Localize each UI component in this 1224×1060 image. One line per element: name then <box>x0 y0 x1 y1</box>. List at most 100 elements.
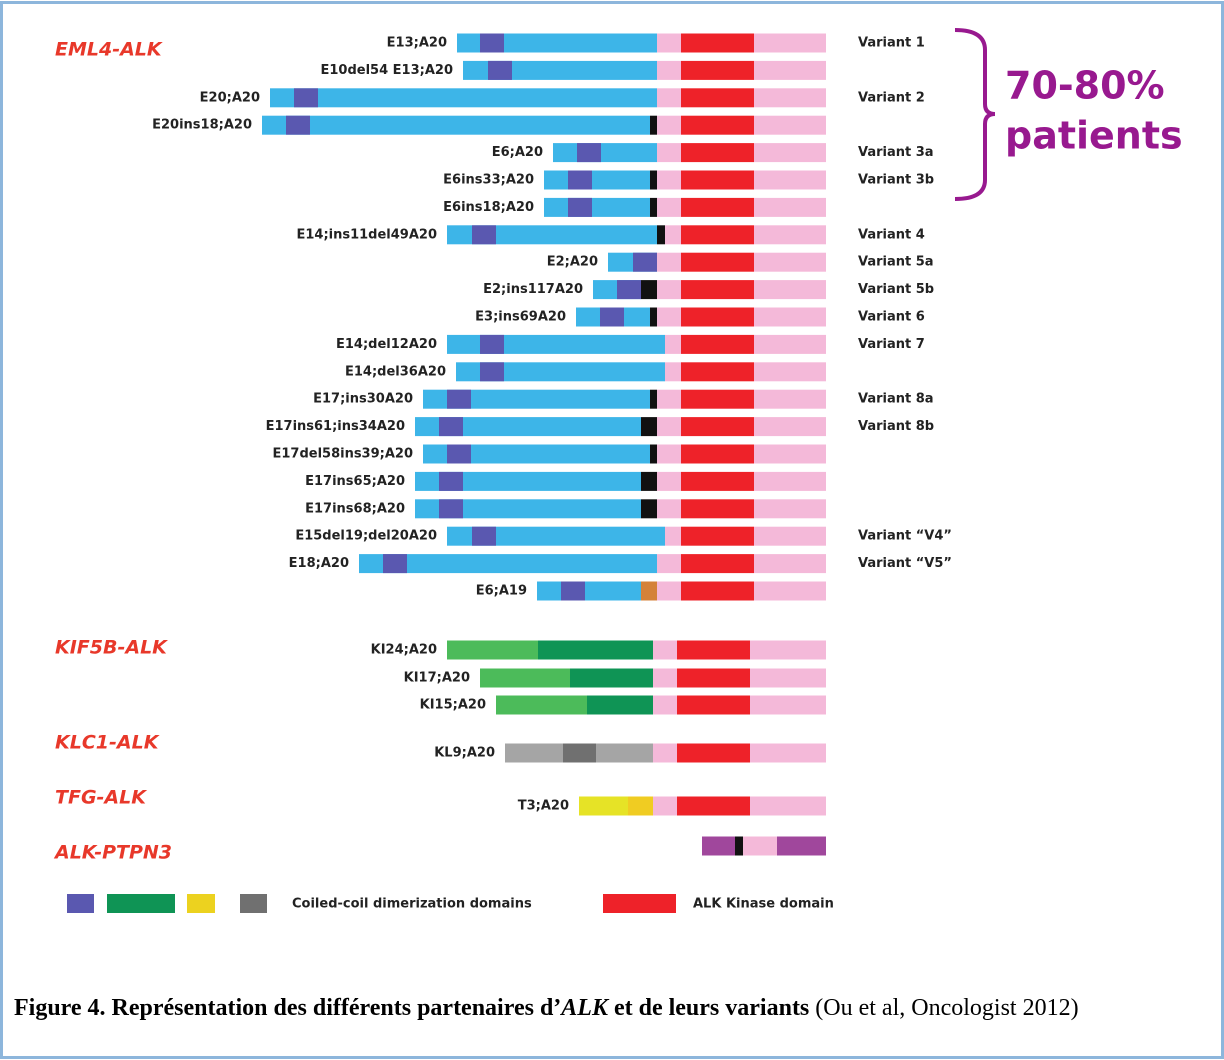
domain <box>754 88 826 108</box>
domain <box>681 252 754 272</box>
domain <box>447 444 471 464</box>
domain <box>681 526 754 546</box>
domain <box>754 334 826 354</box>
domain <box>568 197 592 217</box>
domain <box>657 444 681 464</box>
domain <box>570 668 653 688</box>
domain <box>754 444 826 464</box>
domain <box>777 836 826 856</box>
domain <box>657 143 681 163</box>
domain <box>702 836 735 856</box>
caption-bold: et de leurs variants <box>607 995 810 1021</box>
domain <box>677 640 750 660</box>
domain <box>294 88 318 108</box>
legend-label: ALK Kinase domain <box>693 897 834 912</box>
domain <box>657 499 681 519</box>
domain <box>653 640 677 660</box>
domain <box>754 197 826 217</box>
domain <box>681 88 754 108</box>
domain <box>657 307 681 327</box>
domain <box>641 417 657 437</box>
fusion-label: E14;del36A20 <box>345 364 446 379</box>
fusion-label: E15del19;del20A20 <box>295 529 437 544</box>
domain <box>657 88 681 108</box>
caption-bold: Figure 4. Représentation des différents … <box>14 995 562 1021</box>
domain <box>657 33 681 53</box>
domain <box>650 170 657 190</box>
domain <box>681 197 754 217</box>
legend-swatch <box>67 894 94 913</box>
fusion-label: E17ins68;A20 <box>305 501 405 516</box>
domain <box>681 33 754 53</box>
domain <box>447 225 657 245</box>
domain <box>681 115 754 135</box>
variant-label: Variant 1 <box>858 36 925 51</box>
domain <box>681 581 754 601</box>
domain <box>617 280 641 300</box>
variant-label: Variant 8b <box>858 419 934 434</box>
domain <box>553 143 657 163</box>
domain <box>415 499 641 519</box>
caption-text: (Ou et al, Oncologist 2012) <box>809 995 1079 1021</box>
domain <box>480 668 570 688</box>
domain <box>650 115 657 135</box>
domain <box>650 389 657 409</box>
domain <box>754 581 826 601</box>
domain <box>681 444 754 464</box>
fusion-label: E6ins33;A20 <box>443 173 534 188</box>
variant-label: Variant “V4” <box>858 529 952 544</box>
domain <box>681 417 754 437</box>
domain <box>587 695 653 715</box>
domain <box>457 33 657 53</box>
domain <box>735 836 743 856</box>
domain <box>447 640 538 660</box>
fusion-label: E17ins65;A20 <box>305 474 405 489</box>
domain <box>677 695 750 715</box>
domain <box>681 307 754 327</box>
domain <box>754 471 826 491</box>
domain <box>505 743 563 763</box>
domain <box>754 554 826 574</box>
fusion-label: KI15;A20 <box>420 698 486 713</box>
fusion-label: E18;A20 <box>289 556 349 571</box>
annotation: 70-80% <box>1005 64 1165 108</box>
domain <box>657 225 665 245</box>
domain <box>641 471 657 491</box>
domain <box>665 225 681 245</box>
domain <box>488 60 512 80</box>
domain <box>415 471 641 491</box>
domain <box>650 444 657 464</box>
domain <box>439 471 463 491</box>
domain <box>754 60 826 80</box>
variant-label: Variant 3a <box>858 145 934 160</box>
domain <box>754 33 826 53</box>
domain <box>423 444 650 464</box>
domain <box>754 417 826 437</box>
domain <box>472 526 496 546</box>
fusion-label: E17del58ins39;A20 <box>272 447 413 462</box>
domain <box>681 280 754 300</box>
domain <box>383 554 407 574</box>
domain <box>657 197 681 217</box>
fusion-label: E2;ins117A20 <box>483 282 583 297</box>
domain <box>681 389 754 409</box>
domain <box>415 417 641 437</box>
domain <box>577 143 601 163</box>
variant-label: Variant 4 <box>858 227 925 242</box>
domain <box>681 471 754 491</box>
domain <box>359 554 657 574</box>
domain <box>681 499 754 519</box>
domain <box>657 471 681 491</box>
domain <box>641 581 657 601</box>
fusion-label: KI17;A20 <box>404 671 470 686</box>
domain <box>754 389 826 409</box>
domain <box>439 417 463 437</box>
domain <box>754 362 826 382</box>
domain <box>480 362 504 382</box>
group-label: EML4-ALK <box>55 39 163 61</box>
domain <box>681 170 754 190</box>
fusion-label: E14;ins11del49A20 <box>296 227 437 242</box>
domain <box>653 743 677 763</box>
fusion-label: E14;del12A20 <box>336 337 437 352</box>
